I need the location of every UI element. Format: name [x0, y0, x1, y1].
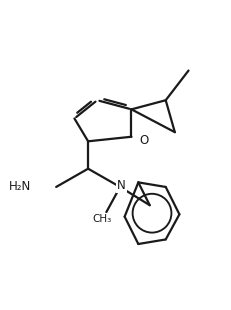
Text: N: N: [117, 179, 126, 192]
Text: H₂N: H₂N: [9, 180, 31, 193]
Text: CH₃: CH₃: [92, 214, 111, 224]
Text: O: O: [139, 134, 149, 147]
